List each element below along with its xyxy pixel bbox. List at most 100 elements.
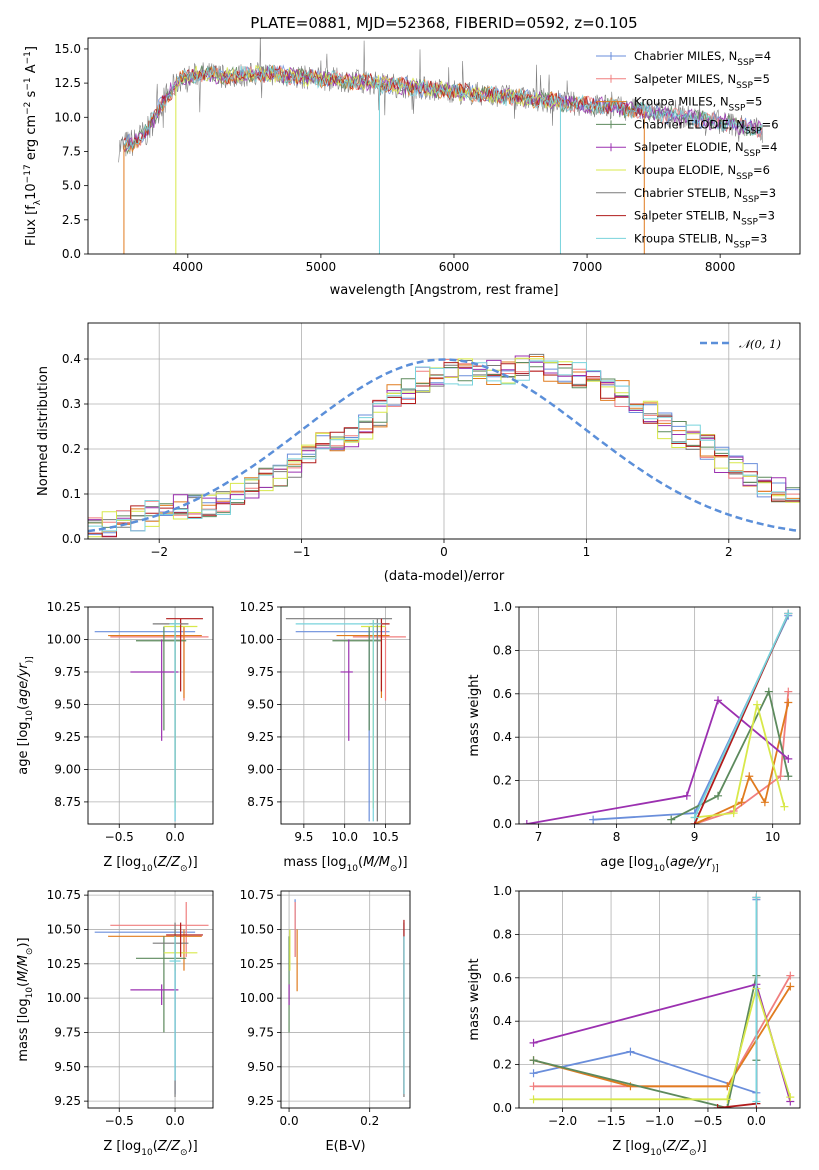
residuals-y-label: Normed distribution: [36, 366, 51, 496]
residuals-histograms: [88, 353, 800, 538]
spectrum-y-tick-label: 0.0: [62, 247, 81, 261]
mass-vs-z-x-tick-label: −0.5: [105, 1114, 134, 1128]
weight-vs-age-series-marker: [690, 813, 699, 822]
mass-vs-z-y-tick-label: 10.25: [47, 957, 81, 971]
age-vs-mass-errorbars: [285, 618, 406, 822]
spectrum-y-tick-label: 15.0: [54, 42, 81, 56]
age-vs-z-y-tick-label: 8.75: [54, 795, 81, 809]
weight-vs-z-series-marker: [529, 1082, 538, 1091]
mass-vs-ebv-y-tick-label: 10.25: [240, 957, 274, 971]
weight-vs-age-lines: [522, 609, 793, 824]
weight-vs-z-series-marker: [529, 1038, 538, 1047]
weight-vs-z-series-marker: [529, 1056, 538, 1065]
mass-vs-ebv-y-tick-label: 9.75: [247, 1025, 274, 1039]
weight-vs-age-series-marker: [784, 754, 793, 763]
weight-vs-age-x-tick-label: 10: [765, 830, 780, 844]
spectrum-legend-label: Kroupa MILES, NSSP=5: [634, 95, 762, 114]
weight-vs-z-series-line: [533, 985, 792, 1101]
age-vs-z-y-tick-label: 9.00: [54, 762, 81, 776]
residuals-x-tick-label: 1: [583, 545, 591, 559]
weight-vs-age-series-marker: [784, 609, 793, 618]
weight-vs-age-y-tick-label: 0.6: [493, 687, 512, 701]
weight-vs-age-x-tick-label: 9: [691, 830, 699, 844]
weight-vs-z-series-marker: [529, 1095, 538, 1104]
weight-vs-age-series-marker: [737, 798, 746, 807]
age-vs-mass-x-tick-label: 10.0: [331, 830, 358, 844]
spectrum-model-line: [123, 64, 763, 151]
spectrum-legend-label: Salpeter ELODIE, NSSP=4: [634, 140, 777, 159]
spectrum-legend: Chabrier MILES, NSSP=4 Salpeter MILES, NS…: [596, 49, 779, 250]
weight-vs-z-y-tick-label: 0.4: [493, 1014, 512, 1028]
weight-vs-age-y-tick-label: 0.4: [493, 730, 512, 744]
weight-vs-age-series-marker: [784, 772, 793, 781]
mass-vs-ebv-errorbars: [288, 899, 405, 1098]
weight-vs-metallicity-panel: −2.0 −1.5 −1.0 −0.5 0.0 0.0 0.2 0.4 0.6 0.8 1.0 Z […: [467, 884, 801, 1158]
weight-vs-age-series-marker: [776, 772, 785, 781]
weight-vs-age-y-tick-label: 0.2: [493, 774, 512, 788]
age-vs-metallicity-panel: −0.5 0.0 8.75 9.00 9.25 9.50 9.75 10.00 10.25 Z […: [16, 600, 214, 874]
mass-vs-ebv-y-tick-label: 10.00: [240, 991, 274, 1005]
mass-vs-ebv-x-label: E(B-V): [325, 1139, 365, 1154]
weight-vs-age-series-line: [670, 688, 790, 821]
weight-vs-age-series-marker: [784, 687, 793, 696]
mass-vs-ebv-x-tick-label: 0.2: [360, 1114, 379, 1128]
weight-vs-age-x-label: age [log10(age/yr)]: [600, 855, 718, 874]
weight-vs-z-x-label: Z [log10(Z/Z⊙)]: [612, 1139, 706, 1158]
weight-vs-z-lines: [529, 893, 795, 1108]
spectrum-x-tick-label: 4000: [173, 260, 204, 274]
weight-vs-age-series-marker: [760, 798, 769, 807]
spectrum-legend-label: Salpeter STELIB, NSSP=3: [634, 209, 775, 228]
residuals-y-tick-label: 0.4: [62, 352, 81, 366]
spectrum-legend-label: Kroupa ELODIE, NSSP=6: [634, 163, 770, 182]
weight-vs-z-series-marker: [786, 982, 795, 991]
age-vs-mass-y-tick-label: 9.25: [247, 730, 274, 744]
spectrum-y-tick-label: 2.5: [62, 213, 81, 227]
residuals-legend: 𝒩(0, 1): [700, 337, 781, 351]
residuals-y-tick-label: 0.0: [62, 532, 81, 546]
weight-vs-z-y-label: mass weight: [467, 958, 482, 1040]
weight-vs-z-x-tick-label: −2.0: [548, 1114, 577, 1128]
age-vs-mass-y-tick-label: 9.50: [247, 697, 274, 711]
age-vs-z-y-tick-label: 9.75: [54, 665, 81, 679]
spectrum-legend-label: Chabrier MILES, NSSP=4: [634, 49, 771, 68]
residuals-x-tick-label: −2: [150, 545, 168, 559]
spectrum-lines: [118, 38, 763, 254]
mass-vs-ebv-y-tick-label: 9.50: [247, 1060, 274, 1074]
residuals-frame: [87, 322, 801, 540]
weight-vs-z-series-marker: [713, 1104, 722, 1108]
mass-vs-ebv-frame: [280, 890, 411, 1109]
weight-vs-z-y-tick-label: 0.8: [493, 927, 512, 941]
residuals-y-tick-label: 0.3: [62, 397, 81, 411]
weight-vs-z-series-marker: [626, 1047, 635, 1056]
age-vs-mass-frame: [280, 606, 411, 825]
spectrum-panel: PLATE=0881, MJD=52368, FIBERID=0592, z=0…: [23, 14, 801, 298]
age-vs-z-x-label: Z [log10(Z/Z⊙)]: [103, 855, 197, 874]
weight-vs-age-frame: [518, 606, 801, 825]
spectrum-model-line: [175, 64, 561, 109]
weight-vs-z-series-marker: [752, 1097, 761, 1106]
normal-legend-label: 𝒩(0, 1): [739, 337, 781, 351]
mass-vs-z-y-tick-label: 10.00: [47, 991, 81, 1005]
weight-vs-z-series-marker: [723, 1104, 732, 1108]
weight-vs-z-series-marker: [723, 1095, 732, 1104]
weight-vs-z-x-tick-label: −1.0: [645, 1114, 674, 1128]
age-vs-mass-x-tick-label: 10.5: [372, 830, 399, 844]
weight-vs-z-series-marker: [786, 1093, 795, 1102]
age-vs-z-y-label: age [log10(age/yr)]: [16, 656, 35, 774]
weight-vs-age-series-marker: [522, 820, 531, 824]
age-vs-mass-y-tick-label: 9.75: [247, 665, 274, 679]
mass-vs-ebv-x-tick-label: 0.0: [280, 1114, 299, 1128]
weight-vs-z-series-marker: [529, 1069, 538, 1078]
weight-vs-z-series-marker: [786, 971, 795, 980]
age-vs-mass-panel: 9.5 10.0 10.5 8.75 9.00 9.25 9.50 9.75 10.00 10.2…: [240, 600, 411, 874]
weight-vs-age-series-marker: [753, 700, 762, 709]
age-vs-mass-x-label: mass [log10(M/M⊙)]: [283, 855, 407, 874]
weight-vs-age-series-line: [694, 704, 786, 819]
residuals-panel: −2 −1 0 1 2 0.0 0.1 0.2 0.3 0.4 (data-model)/erro…: [36, 322, 801, 584]
weight-vs-age-series-marker: [784, 698, 793, 707]
mass-vs-ebv-y-tick-label: 10.50: [240, 922, 274, 936]
weight-vs-age-y-tick-label: 1.0: [493, 600, 512, 614]
spectrum-legend-label: Salpeter MILES, NSSP=5: [634, 72, 770, 91]
